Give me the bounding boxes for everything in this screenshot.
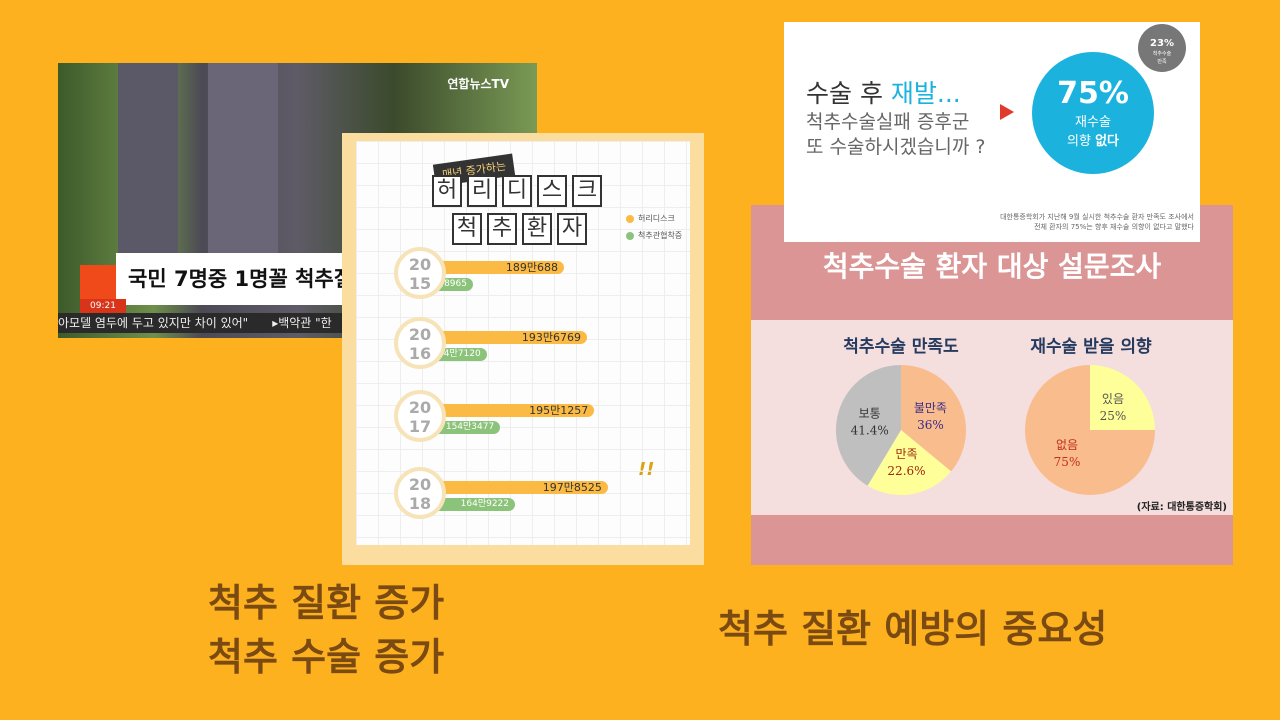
pie-slice — [901, 365, 966, 472]
year-circle: 20 16 — [394, 317, 446, 369]
footnote-line: 전체 환자의 75%는 향후 재수술 의향이 없다고 말했다 — [1034, 223, 1194, 231]
caption-right: 척추 질환 예방의 중요성 — [718, 607, 1108, 651]
title-char: 자 — [557, 213, 587, 245]
disc-value: 195만1257 — [410, 404, 595, 417]
legend: 허리디스크 척추관협착증 — [626, 213, 682, 247]
pie-slice — [1090, 365, 1155, 430]
disc-bar: 197만8525 — [410, 481, 608, 494]
pie-title: 척추수술 만족도 — [843, 337, 959, 357]
year-bottom: 17 — [408, 417, 432, 436]
title-char: 허 — [432, 175, 462, 207]
caption-left-2: 척추 수술 증가 — [208, 635, 445, 679]
pie-slice — [836, 365, 901, 486]
big-stat-label: 재수술 — [1075, 115, 1111, 130]
caption-left-1: 척추 질환 증가 — [208, 581, 445, 625]
disc-value: 193만6769 — [410, 331, 588, 344]
footnote-line: 대한통증학회가 지난해 9월 실시한 척추수술 환자 만족도 조사에서 — [1000, 213, 1194, 221]
pie-charts: 불만족 36% 만족 22.6% 보통 41.4% 있음 25% 없음 75% — [836, 365, 1155, 495]
legend-label: 척추관협착증 — [638, 231, 683, 240]
title-char: 척 — [452, 213, 482, 245]
year-top: 20 — [408, 398, 432, 417]
pie-label: 41.4% — [851, 423, 889, 437]
ticker-text: 아모델 염두에 두고 있지만 차이 있어" — [58, 316, 249, 330]
title-char: 크 — [572, 175, 602, 207]
ticker-text: ▸백악관 "한 — [272, 316, 332, 330]
legend-dot-icon — [626, 214, 634, 223]
photo-figure — [118, 63, 178, 283]
big-stat-circle: 75% 재수술 의향 없다 — [1032, 52, 1154, 174]
disc-bar: 193만6769 — [410, 331, 588, 344]
small-stat-label: 만족 — [1157, 59, 1167, 65]
pie-label: 없음 — [1056, 438, 1078, 452]
pie-label: 있음 — [1102, 392, 1124, 406]
survey-body: 척추수술 만족도 재수술 받을 의향 불만족 36% 만족 22.6% 보통 41.4% 있… — [751, 320, 1233, 515]
year-bottom: 16 — [408, 344, 432, 363]
pie-title: 재수술 받을 의향 — [1030, 337, 1152, 357]
survey-panel: 척추수술 환자 대상 설문조사 척추수술 만족도 재수술 받을 의향 불만족 36… — [751, 205, 1233, 565]
small-stat-label: 척추수술 — [1152, 51, 1172, 57]
pie-label: 36% — [917, 418, 944, 432]
title-char: 환 — [522, 213, 552, 245]
card-heading: 수술 후 재발... — [806, 74, 961, 110]
disc-value: 197만8525 — [410, 481, 608, 494]
arrow-right-icon — [1000, 104, 1014, 120]
pie-label: 25% — [1100, 409, 1127, 423]
pie-label: 75% — [1054, 455, 1081, 469]
title-char: 리 — [467, 175, 497, 207]
legend-label: 허리디스크 — [638, 214, 675, 223]
photo-figure — [208, 63, 278, 283]
survey-title: 척추수술 환자 대상 설문조사 — [822, 250, 1162, 283]
title-char: 추 — [487, 213, 517, 245]
disc-bar: 195만1257 — [410, 404, 595, 417]
subtitle-line: 또 수술하시겠습니까 ? — [806, 136, 986, 158]
title-char: 스 — [537, 175, 567, 207]
pie-label: 22.6% — [887, 464, 925, 478]
channel-logo: 연합뉴스TV — [447, 77, 509, 91]
year-top: 20 — [408, 475, 432, 494]
pie-slice — [867, 430, 952, 495]
big-stat-label: 없다 — [1095, 134, 1119, 149]
small-stat-value: 23% — [1150, 38, 1174, 49]
exclaim-mark: !! — [638, 459, 655, 480]
pie-label: 불만족 — [914, 401, 947, 415]
year-circle: 20 18 — [394, 467, 446, 519]
legend-item: 척추관협착증 — [626, 230, 682, 241]
disc-bar: 189만688 — [410, 261, 564, 274]
small-stat-circle: 23% 척추수술 만족 — [1138, 24, 1186, 72]
legend-dot-icon — [626, 231, 634, 240]
pie-slice — [1025, 365, 1155, 495]
subtitle-line: 척추수술실패 증후군 — [806, 111, 970, 133]
heading-text: 수술 후 — [806, 79, 891, 108]
news-clock: 09:21 — [80, 299, 126, 313]
pie-label: 만족 — [895, 447, 917, 461]
pie-label: 보통 — [859, 406, 881, 420]
source-note: (자료: 대한통증학회) — [1136, 502, 1227, 513]
title-char: 디 — [502, 175, 532, 207]
big-stat-label: 의향 — [1067, 134, 1096, 149]
year-bottom: 18 — [408, 494, 432, 513]
heading-accent: 재발... — [890, 79, 961, 108]
big-stat-value: 75% — [1057, 76, 1129, 111]
year-top: 20 — [408, 255, 432, 274]
year-bottom: 15 — [408, 274, 432, 293]
legend-item: 허리디스크 — [626, 213, 682, 224]
disc-value: 189만688 — [410, 261, 564, 274]
year-circle: 20 15 — [394, 247, 446, 299]
year-top: 20 — [408, 325, 432, 344]
year-circle: 20 17 — [394, 390, 446, 442]
